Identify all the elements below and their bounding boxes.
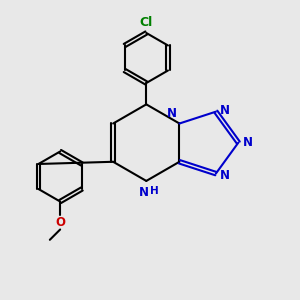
- Text: N: N: [219, 104, 230, 117]
- Text: N: N: [139, 186, 149, 199]
- Text: N: N: [219, 169, 230, 182]
- Text: O: O: [55, 216, 65, 229]
- Text: N: N: [167, 107, 177, 120]
- Text: N: N: [243, 136, 253, 149]
- Text: H: H: [150, 186, 159, 196]
- Text: Cl: Cl: [140, 16, 153, 28]
